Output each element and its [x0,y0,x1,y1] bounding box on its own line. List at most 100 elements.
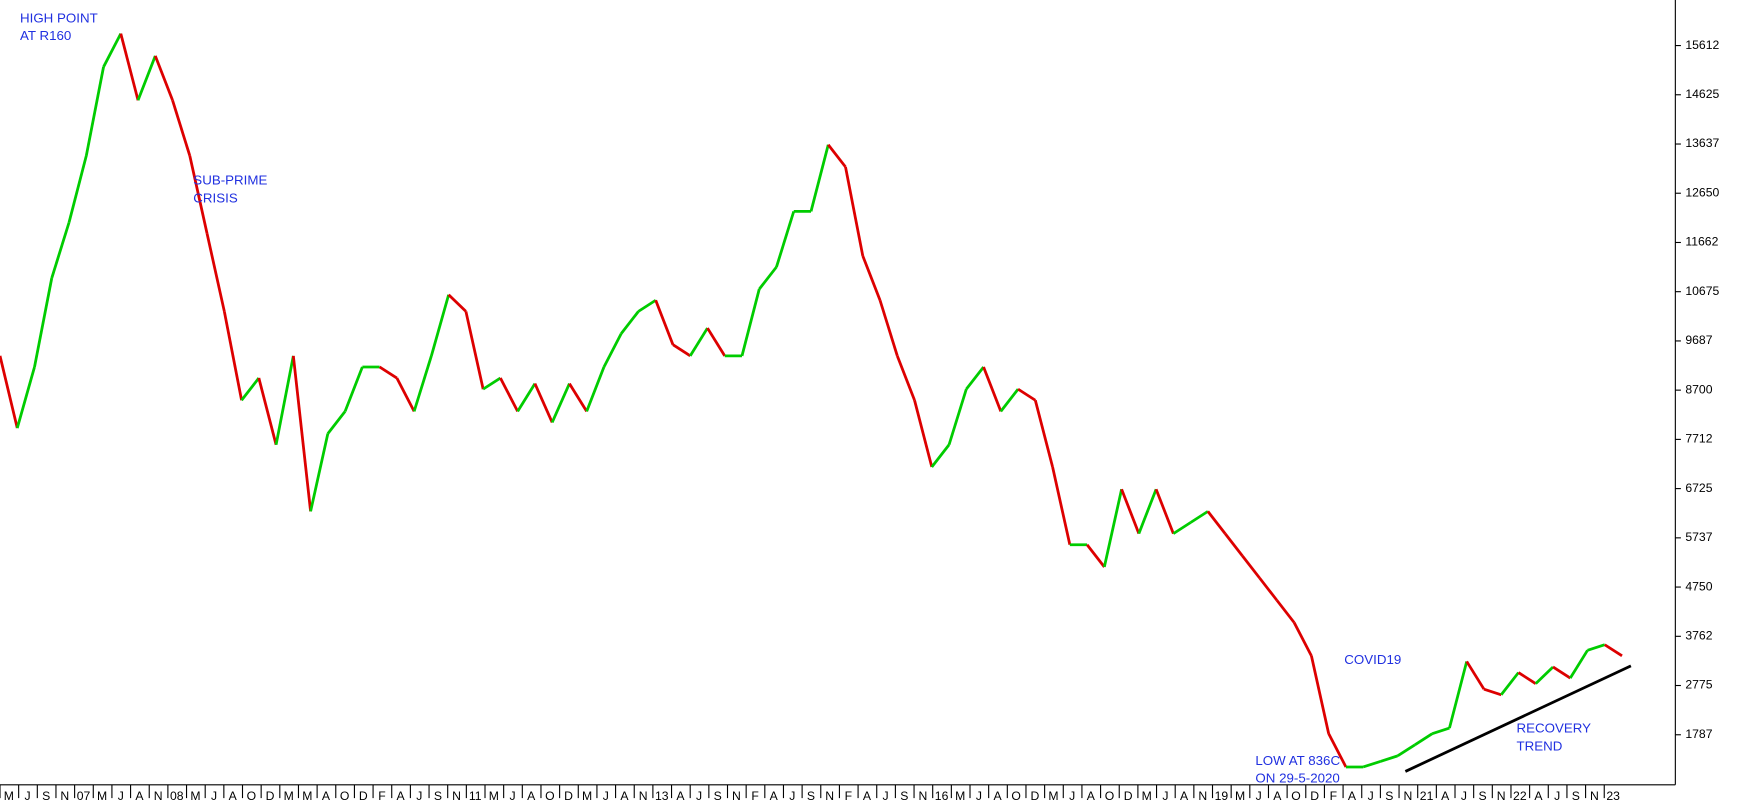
x-tick-label: M [302,789,312,803]
price-segment [654,299,675,346]
x-tick-label: 19 [1215,789,1229,803]
price-segment [1517,671,1537,685]
price-segment [999,388,1020,413]
price-segment [430,294,450,357]
x-tick-label: M [284,789,294,803]
price-segment [1051,466,1072,546]
annotation: RECOVERY [1516,721,1591,736]
price-segment [84,66,105,157]
trend-line [1404,664,1632,773]
x-tick-label: S [42,789,50,803]
x-tick-label: O [1291,789,1301,803]
price-segment [309,433,330,512]
x-tick-label: J [211,789,217,803]
x-tick-label: J [1162,789,1168,803]
price-segment [1604,643,1623,658]
x-tick-label: S [1385,789,1393,803]
x-tick-label: N [639,789,648,803]
price-segment [1292,621,1313,657]
price-segment [482,376,502,391]
price-segment [706,327,726,357]
price-segment [67,155,88,223]
price-segment [585,366,606,412]
x-tick-label: J [976,789,982,803]
x-tick-label: J [603,789,609,803]
price-segment [1017,387,1037,402]
price-segment [1327,733,1348,768]
price-segment [1465,660,1486,690]
x-tick-label: F [751,789,758,803]
x-tick-label: A [1180,789,1189,803]
x-tick-label: D [1124,789,1133,803]
x-tick-label: A [135,789,144,803]
price-segment [1154,488,1175,535]
price-segment [827,143,847,168]
price-segment [50,222,71,279]
y-tick-label: 11662 [1685,235,1718,249]
y-tick-label: 13637 [1685,136,1719,150]
price-segment [1102,488,1123,568]
price-segment [1085,543,1106,568]
x-tick-label: S [434,789,442,803]
x-tick-label: J [118,789,124,803]
price-segment [689,327,709,357]
x-tick-label: J [1368,789,1374,803]
x-tick-label: A [229,789,238,803]
price-segment [1552,665,1572,680]
x-tick-label: A [993,789,1002,803]
x-tick-label: A [397,789,406,803]
price-segment [1137,488,1158,535]
price-segment [568,382,588,413]
price-segment [499,377,519,413]
x-tick-label: 23 [1606,789,1620,803]
annotation: COVID19 [1344,652,1401,667]
x-tick-label: S [1572,789,1580,803]
y-tick-label: 9687 [1685,333,1712,347]
x-tick-label: S [807,789,815,803]
price-segment [274,355,295,445]
price-segment [1362,760,1381,769]
x-tick-label: J [883,789,889,803]
x-tick-label: 08 [170,789,184,803]
price-segment [33,277,54,368]
price-segment [1275,599,1296,624]
x-tick-label: M [955,789,965,803]
price-segment [878,299,899,357]
price-segment [861,255,882,301]
price-segment [171,99,192,157]
x-tick-label: N [452,789,461,803]
price-segment [205,233,226,312]
x-tick-label: A [1534,789,1543,803]
x-tick-label: F [845,789,852,803]
x-tick-label: N [60,789,69,803]
price-segment [758,266,778,290]
price-segment [1534,665,1554,685]
price-segment [378,365,398,380]
annotation: SUB-PRIME [193,173,267,188]
price-segment [550,383,571,424]
price-segment [1587,643,1606,652]
y-tick-label: 3762 [1685,629,1712,643]
x-tick-label: N [1404,789,1413,803]
annotation: AT R160 [20,28,71,43]
x-tick-label: J [509,789,515,803]
price-segment [1224,532,1244,557]
price-segment [775,210,796,268]
x-tick-label: M [1235,789,1245,803]
x-tick-label: F [1330,789,1337,803]
y-tick-label: 8700 [1685,382,1712,396]
y-tick-label: 6725 [1685,481,1712,495]
price-segment [154,55,174,101]
y-tick-label: 4750 [1685,579,1712,593]
x-tick-label: 21 [1420,789,1434,803]
price-segment [136,55,157,101]
x-tick-label: A [1087,789,1096,803]
x-tick-label: 07 [77,789,91,803]
price-segment [1380,754,1399,763]
x-tick-label: F [378,789,385,803]
price-segment [1569,649,1589,679]
x-tick-label: J [696,789,702,803]
x-tick-label: 11 [469,789,482,803]
price-segment [930,443,951,468]
